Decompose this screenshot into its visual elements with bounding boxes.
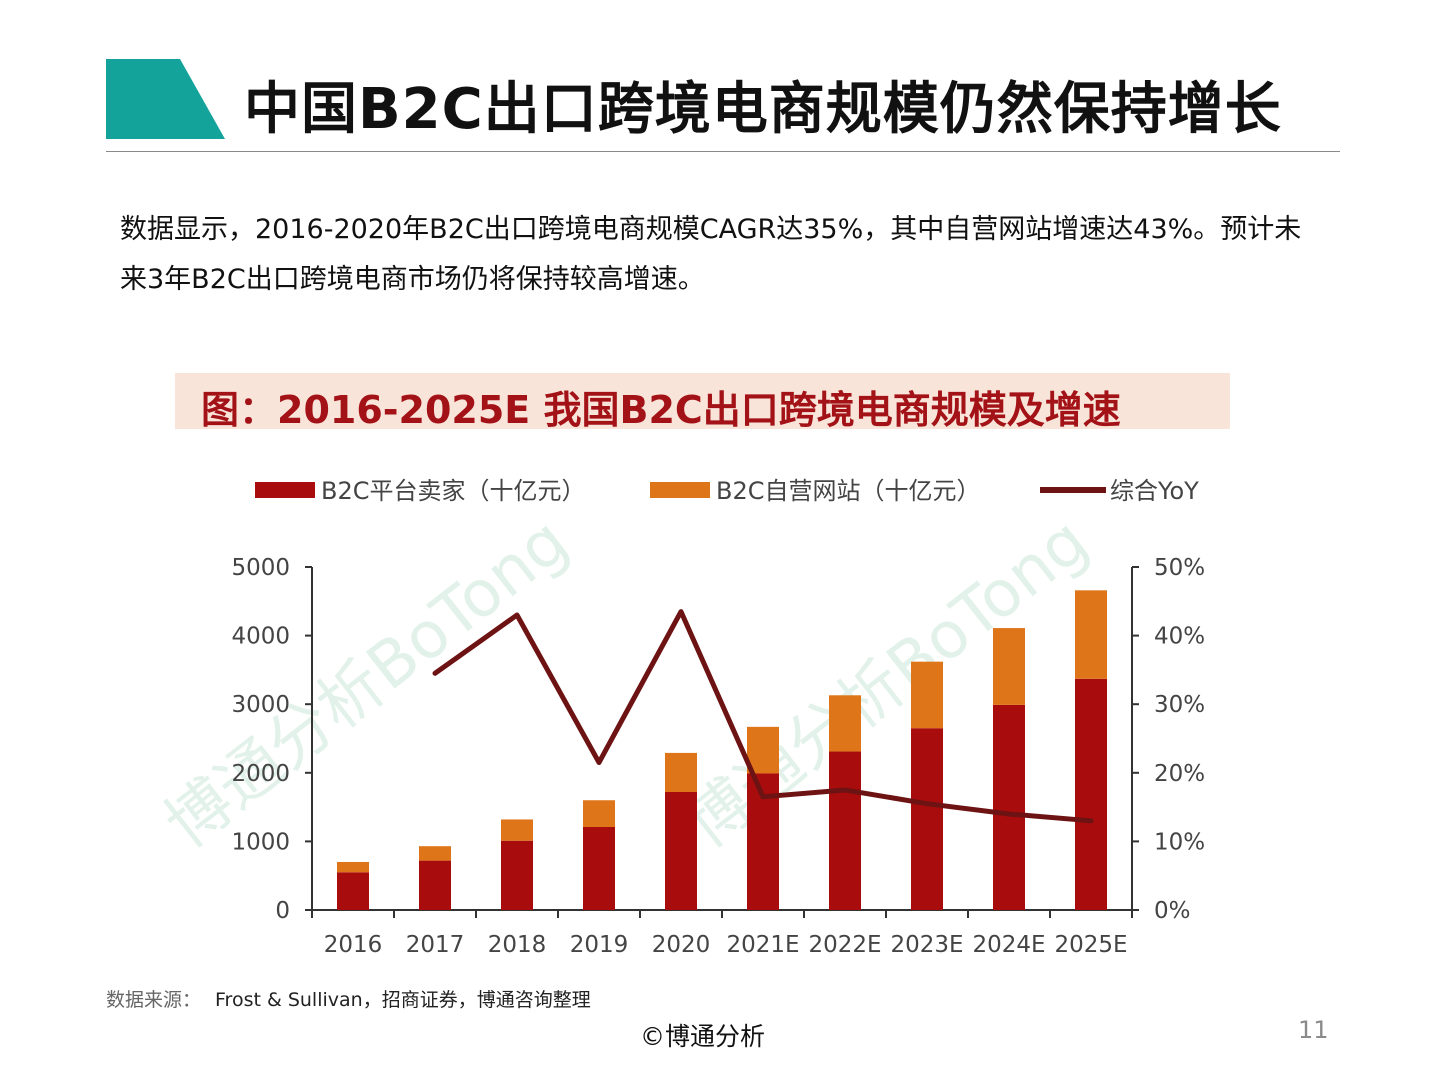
chart-axes: 0 1000 2000 3000 4000 5000 0% 10% 20% 30% 40% 50% 20… [231, 555, 1205, 958]
chart-bars [337, 590, 1107, 910]
bar-own-websites [419, 846, 451, 861]
bar-platform-sellers [911, 728, 943, 910]
legend-label: B2C平台卖家（十亿元） [321, 477, 586, 505]
y-left-tick-label: 3000 [231, 692, 290, 718]
x-tick-label: 2020 [652, 932, 711, 958]
bar-own-websites [501, 819, 533, 841]
y-left-tick-label: 5000 [231, 555, 290, 581]
watermark-text: 博通分析BoTong [672, 504, 1102, 863]
bar-platform-sellers [583, 826, 615, 910]
bar-platform-sellers [829, 751, 861, 910]
bar-own-websites [665, 752, 697, 793]
bar-own-websites [911, 661, 943, 729]
x-tick-label: 2018 [488, 932, 547, 958]
intro-line-2: 来3年B2C出口跨境电商市场仍将保持较高增速。 [120, 264, 705, 295]
chart-title: 图：2016-2025E 我国B2C出口跨境电商规模及增速 [201, 388, 1121, 432]
chart-title-banner: 图：2016-2025E 我国B2C出口跨境电商规模及增速 [175, 373, 1230, 432]
bar-platform-sellers [993, 704, 1025, 910]
intro-text: 数据显示，2016-2020年B2C出口跨境电商规模CAGR达35%，其中自营网… [120, 205, 1340, 305]
chart-legend: B2C平台卖家（十亿元） B2C自营网站（十亿元） 综合YoY [255, 477, 1199, 505]
bar-own-websites [1075, 590, 1107, 679]
y-left-tick-label: 2000 [231, 761, 290, 787]
y-right-tick-label: 50% [1154, 555, 1205, 581]
x-tick-label: 2021E [726, 932, 799, 958]
yoy-line [432, 609, 1094, 824]
x-tick-label: 2023E [890, 932, 963, 958]
x-tick-label: 2019 [570, 932, 629, 958]
x-tick-label: 2022E [808, 932, 881, 958]
page-number: 11 [1298, 1016, 1329, 1044]
data-source-label: 数据来源： [106, 989, 202, 1011]
x-tick-label: 2024E [972, 932, 1045, 958]
bar-platform-sellers [501, 840, 533, 910]
data-source-text: Frost & Sullivan，招商证券，博通咨询整理 [215, 989, 591, 1011]
y-right-tick-label: 30% [1154, 692, 1205, 718]
y-left-tick-label: 1000 [231, 829, 290, 855]
y-left-tick-label: 0 [275, 898, 290, 924]
bar-platform-sellers [419, 860, 451, 910]
x-tick-label: 2016 [324, 932, 383, 958]
legend-swatch [255, 482, 315, 498]
bar-own-websites [337, 861, 369, 873]
data-source: 数据来源： Frost & Sullivan，招商证券，博通咨询整理 [106, 985, 591, 1012]
title-accent-shape [106, 59, 225, 139]
watermark-text: 博通分析BoTong [152, 504, 582, 863]
bar-own-websites [583, 800, 615, 827]
bar-own-websites [829, 695, 861, 752]
title-divider [106, 151, 1340, 152]
slide-title: 中国B2C出口跨境电商规模仍然保持增长 [244, 77, 1282, 142]
bar-platform-sellers [665, 792, 697, 910]
bar-own-websites [747, 726, 779, 774]
y-right-tick-label: 40% [1154, 624, 1205, 650]
footer-copyright: ©博通分析 [640, 1022, 766, 1051]
intro-line-1: 数据显示，2016-2020年B2C出口跨境电商规模CAGR达35%，其中自营网… [120, 214, 1302, 245]
legend-label: 综合YoY [1110, 477, 1199, 505]
y-left-tick-label: 4000 [231, 624, 290, 650]
bar-own-websites [993, 628, 1025, 705]
legend-label: B2C自营网站（十亿元） [716, 477, 981, 505]
y-right-tick-label: 20% [1154, 761, 1205, 787]
bar-platform-sellers [337, 872, 369, 910]
chart-yoy-line [432, 609, 1094, 824]
y-right-tick-label: 0% [1154, 898, 1191, 924]
x-tick-label: 2025E [1054, 932, 1127, 958]
x-tick-label: 2017 [406, 932, 465, 958]
legend-swatch [650, 482, 710, 498]
bar-platform-sellers [1075, 678, 1107, 910]
y-right-tick-label: 10% [1154, 829, 1205, 855]
